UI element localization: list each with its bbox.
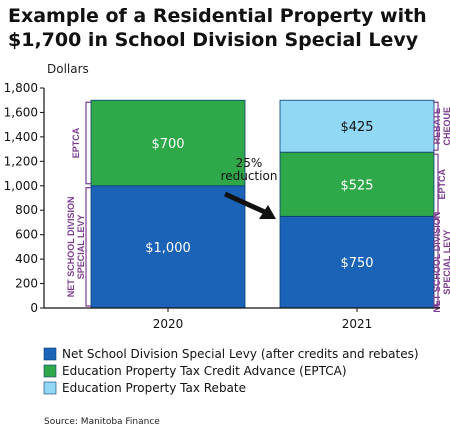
bar-segment [90, 185, 246, 309]
bracket-line [433, 153, 439, 215]
y-tick-label: 800 [15, 203, 38, 217]
bracket-line [433, 101, 439, 151]
bar-segment [279, 99, 435, 153]
legend: Net School Division Special Levy (after … [43, 347, 419, 395]
y-tick-label: 400 [15, 252, 38, 266]
annotation-text: reduction [221, 169, 278, 183]
bar-segment [279, 151, 435, 217]
chart-title: Example of a Residential Property with$1… [8, 5, 427, 51]
bracket-label: NET SCHOOL DIVISION [432, 212, 442, 313]
reduction-arrow [223, 191, 269, 216]
legend-swatch [43, 347, 57, 361]
y-tick-label: 1,200 [4, 154, 38, 168]
bracket-line [85, 101, 91, 185]
legend-swatch [43, 381, 57, 395]
y-tick-label: 1,600 [4, 105, 38, 119]
legend-label: Education Property Tax Rebate [62, 381, 246, 395]
bracket-label: CHEQUE [442, 107, 450, 146]
chart-title-line: $1,700 in School Division Special Levy [8, 29, 419, 51]
y-tick-label: 1,400 [4, 130, 38, 144]
annotation: 25%reduction [221, 156, 278, 219]
data-label: $700 [151, 137, 184, 152]
brackets: NET SCHOOL DIVISION SPECIAL LEVYEPTCANET … [66, 101, 450, 313]
y-tick-label: 600 [15, 228, 38, 242]
y-tick-label: 1,000 [4, 179, 38, 193]
bars: $1,000 $700 $750 $525 $425 [90, 99, 435, 309]
bracket-label: REBATE [432, 108, 442, 144]
bracket-line [85, 187, 91, 307]
bracket-line [433, 217, 439, 307]
data-label: $525 [340, 178, 373, 193]
legend-label: Net School Division Special Levy (after … [62, 347, 419, 361]
data-label: $425 [340, 120, 373, 135]
y-axis-label: Dollars [47, 62, 89, 76]
bracket-label: EPTCA [71, 127, 81, 158]
x-tick-label: 2021 [342, 317, 373, 331]
annotation-text: 25% [236, 156, 263, 170]
chart-title-line: Example of a Residential Property with [8, 5, 427, 27]
x-tick-label: 2020 [153, 317, 184, 331]
y-tick-label: 0 [30, 301, 38, 315]
bracket-label: SPECIAL LEVY [442, 230, 450, 295]
source-note: Source: Manitoba Finance [44, 417, 160, 427]
y-tick-label: 200 [15, 277, 38, 291]
bar-segment [90, 99, 246, 187]
bar-segment [279, 215, 435, 309]
data-label: $1,000 [145, 241, 191, 256]
legend-swatch [43, 364, 57, 378]
bracket-label: EPTCA [437, 169, 447, 200]
bracket-label: SPECIAL LEVY [76, 214, 86, 279]
y-tick-label: 1,800 [4, 81, 38, 95]
y-axis: 0 200 400 600 800 1,000 1,200 1,400 1,600 1,800 [4, 81, 45, 315]
data-label: $750 [340, 256, 373, 271]
x-axis: 2020 2021 [44, 307, 440, 331]
bracket-label: NET SCHOOL DIVISION [66, 196, 76, 297]
legend-label: Education Property Tax Credit Advance (E… [62, 364, 347, 378]
reduction-arrow-head [259, 205, 276, 219]
